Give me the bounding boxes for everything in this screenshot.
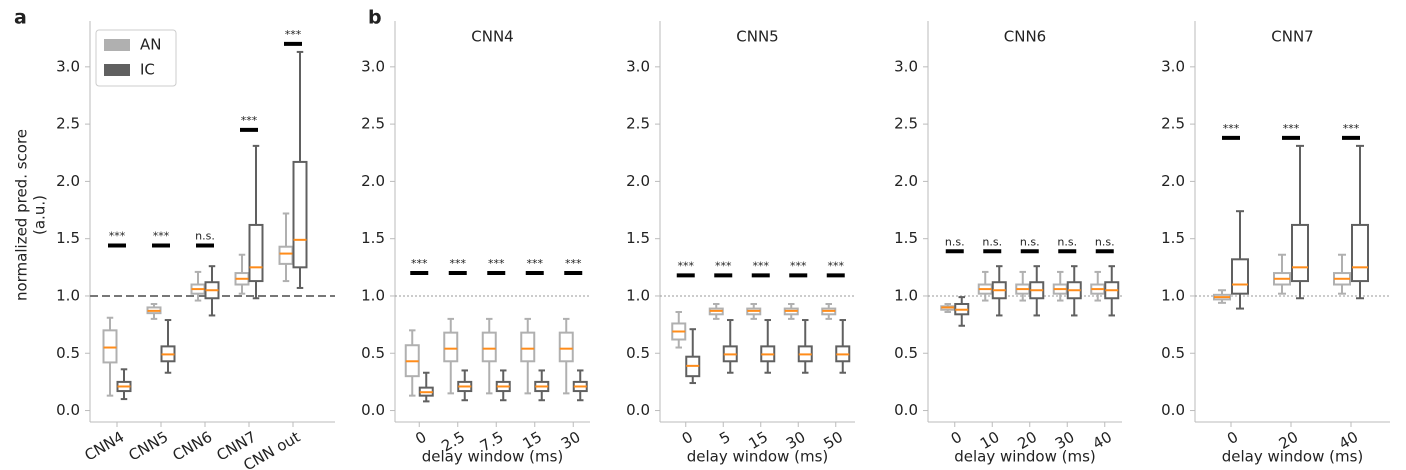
panel-label: a	[14, 7, 27, 29]
panel-title: CNN4	[471, 28, 513, 46]
y-tick-label: 2.5	[626, 115, 650, 133]
y-tick-label: 0.0	[894, 401, 918, 419]
significance-label: ***	[1283, 122, 1300, 135]
legend-swatch	[104, 64, 130, 76]
significance-label: n.s.	[945, 235, 965, 248]
legend-label: AN	[140, 36, 161, 54]
x-tick-label: 0	[412, 428, 429, 448]
box	[1351, 223, 1369, 283]
x-tick-label: 0	[1224, 428, 1241, 448]
significance-label: ***	[450, 257, 467, 270]
y-tick-label: 2.0	[626, 172, 650, 190]
y-tick-label: 3.0	[894, 57, 918, 75]
y-tick-label: 3.0	[56, 57, 80, 75]
x-axis-label: delay window (ms)	[1222, 448, 1364, 466]
y-tick-label: 2.5	[1161, 115, 1185, 133]
y-tick-label: 2.5	[56, 115, 80, 133]
x-tick-label: 0	[679, 428, 696, 448]
y-tick-label: 0.0	[56, 401, 80, 419]
panel-title: CNN7	[1271, 28, 1313, 46]
y-tick-label: 1.0	[361, 286, 385, 304]
x-tick-label: CNN6	[169, 428, 215, 465]
y-tick-label: 1.5	[56, 229, 80, 247]
significance-label: ***	[753, 259, 770, 272]
y-tick-label: 1.0	[894, 286, 918, 304]
x-axis-label: delay window (ms)	[687, 448, 829, 466]
y-tick-label: 3.0	[361, 57, 385, 75]
panel-title: CNN6	[1004, 28, 1046, 46]
y-tick-label: 2.5	[894, 115, 918, 133]
box	[1291, 223, 1309, 283]
legend-frame	[95, 29, 177, 87]
legend-swatch	[104, 39, 130, 51]
significance-label: ***	[527, 257, 544, 270]
box	[292, 160, 308, 269]
box	[558, 331, 574, 363]
significance-label: ***	[153, 230, 170, 243]
y-tick-label: 0.5	[56, 344, 80, 362]
panel-title: CNN5	[736, 28, 778, 46]
significance-label: n.s.	[1095, 235, 1115, 248]
x-axis-label: delay window (ms)	[954, 448, 1096, 466]
y-tick-label: 0.5	[1161, 344, 1185, 362]
significance-label: ***	[109, 230, 126, 243]
y-tick-label: 1.0	[626, 286, 650, 304]
significance-label: ***	[285, 28, 302, 41]
significance-label: n.s.	[982, 235, 1002, 248]
box	[278, 245, 294, 265]
significance-label: ***	[241, 114, 258, 127]
y-axis-label: (a.u.)	[31, 195, 49, 235]
panel-label: b	[368, 7, 382, 29]
y-tick-label: 2.0	[894, 172, 918, 190]
legend: AN IC	[95, 29, 177, 87]
box	[481, 331, 497, 363]
significance-label: n.s.	[195, 230, 215, 243]
significance-label: ***	[411, 257, 428, 270]
legend-label: IC	[140, 61, 155, 79]
y-tick-label: 3.0	[626, 57, 650, 75]
y-tick-label: 0.5	[361, 344, 385, 362]
x-tick-label: CNN4	[81, 428, 127, 465]
y-tick-label: 0.0	[626, 401, 650, 419]
y-tick-label: 1.5	[626, 229, 650, 247]
y-tick-label: 0.5	[626, 344, 650, 362]
significance-label: n.s.	[1057, 235, 1077, 248]
significance-label: ***	[828, 259, 845, 272]
y-tick-label: 1.0	[1161, 286, 1185, 304]
box	[248, 223, 264, 283]
y-tick-label: 1.5	[1161, 229, 1185, 247]
box	[1231, 258, 1249, 295]
y-tick-label: 2.5	[361, 115, 385, 133]
y-tick-label: 3.0	[1161, 57, 1185, 75]
y-tick-label: 2.0	[56, 172, 80, 190]
significance-label: ***	[1343, 122, 1360, 135]
y-tick-label: 0.0	[1161, 401, 1185, 419]
x-tick-label: 5	[716, 428, 733, 448]
significance-label: ***	[488, 257, 505, 270]
box	[520, 331, 536, 363]
x-tick-label: 0	[948, 428, 965, 448]
box	[443, 331, 459, 363]
x-axis-label: delay window (ms)	[422, 448, 564, 466]
significance-label: ***	[715, 259, 732, 272]
x-tick-label: CNN5	[125, 428, 171, 465]
significance-label: n.s.	[1020, 235, 1040, 248]
y-tick-label: 1.5	[361, 229, 385, 247]
significance-label: ***	[678, 259, 695, 272]
y-tick-label: 0.5	[894, 344, 918, 362]
y-tick-label: 2.0	[361, 172, 385, 190]
significance-label: ***	[1223, 122, 1240, 135]
y-tick-label: 0.0	[361, 401, 385, 419]
y-axis-label: normalized pred. score	[13, 129, 31, 301]
y-tick-label: 1.5	[894, 229, 918, 247]
y-tick-label: 2.0	[1161, 172, 1185, 190]
box	[102, 329, 118, 364]
y-tick-label: 1.0	[56, 286, 80, 304]
significance-label: ***	[790, 259, 807, 272]
significance-label: ***	[565, 257, 582, 270]
